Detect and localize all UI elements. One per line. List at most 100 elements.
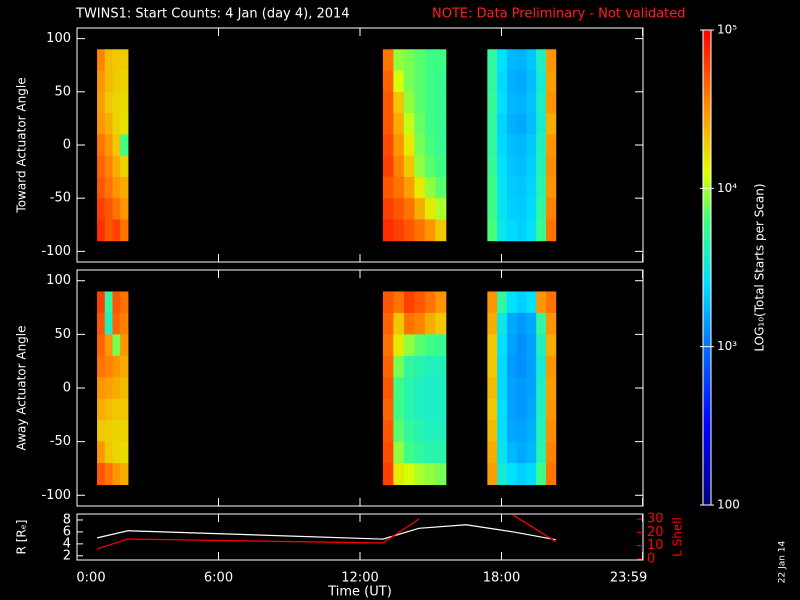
heatmap-cell (497, 463, 508, 486)
heatmap-cell (545, 355, 557, 378)
heatmap-cell (403, 134, 415, 157)
heatmap-cell (97, 420, 106, 443)
heatmap-cell (516, 134, 527, 157)
heatmap-cell (536, 355, 547, 378)
heatmap-cell (487, 334, 498, 357)
heatmap-cell (435, 70, 447, 93)
y-tick-label: 2 (63, 548, 71, 563)
heatmap-cell (97, 463, 106, 486)
heatmap-cell (536, 398, 547, 421)
heatmap-cell (526, 134, 537, 157)
heatmap-cell (97, 134, 106, 157)
heatmap-cell (435, 420, 447, 443)
heatmap-cell (414, 334, 426, 357)
heatmap-cell (97, 291, 106, 314)
heatmap-cell (536, 377, 547, 400)
heatmap-cell (403, 398, 415, 421)
heatmap-cell (424, 377, 436, 400)
heatmap-cell (506, 334, 518, 357)
heatmap-cell (506, 155, 518, 178)
heatmap-cell (393, 155, 405, 178)
heatmap-cell (97, 334, 106, 357)
heatmap-cell (545, 398, 557, 421)
heatmap-cell (112, 219, 121, 242)
heatmap-cell (120, 334, 129, 357)
heatmap-cell (435, 377, 447, 400)
heatmap-cell (97, 312, 106, 335)
heatmap-cell (414, 312, 426, 335)
heatmap-cell (526, 420, 537, 443)
heatmap-cell (414, 398, 426, 421)
heatmap-cell (112, 198, 121, 220)
heatmap-cell (97, 155, 106, 178)
heatmap-cell (545, 155, 557, 178)
heatmap-cell (382, 355, 394, 378)
heatmap-cell (487, 377, 498, 400)
heatmap-cell (526, 219, 537, 242)
heatmap-cell (497, 312, 508, 335)
heatmap-cell (120, 312, 129, 335)
heatmap-cell (403, 355, 415, 378)
y-tick-label: 0 (63, 381, 71, 396)
x-tick-label: 6:00 (204, 571, 233, 586)
heatmap-cell (104, 398, 113, 421)
heatmap-cell (435, 198, 447, 220)
heatmap-cell (545, 134, 557, 157)
heatmap-cell (424, 420, 436, 443)
heatmap-cell (382, 176, 394, 199)
heatmap-cell (104, 312, 113, 335)
heatmap-cell (487, 291, 498, 314)
heatmap-cell (435, 398, 447, 421)
heatmap-cell (382, 91, 394, 114)
heatmap-cell (536, 219, 547, 242)
heatmap-cell (536, 134, 547, 157)
heatmap-cell (403, 463, 415, 486)
heatmap-cell (516, 70, 527, 93)
heatmap-cell (536, 176, 547, 199)
y-tick-label: 4 (63, 536, 71, 551)
heatmap-cell (97, 198, 106, 220)
heatmap-cell (424, 134, 436, 157)
heatmap-cell (516, 291, 527, 314)
heatmap-cell (435, 155, 447, 178)
heatmap-cell (526, 355, 537, 378)
heatmap-cell (112, 113, 121, 135)
heatmap-cell (393, 420, 405, 443)
heatmap-cell (526, 291, 537, 314)
heatmap-cell (403, 49, 415, 72)
heatmap-cell (435, 463, 447, 486)
series-line (96, 524, 556, 541)
heatmap-cell (506, 198, 518, 220)
heatmap-cell (487, 463, 498, 486)
heatmap-cell (487, 355, 498, 378)
heatmap-cell (424, 441, 436, 464)
heatmap-cell (382, 334, 394, 357)
y2-tick-label: 20 (647, 525, 664, 540)
series-line (96, 514, 557, 550)
heatmap-cell (506, 291, 518, 314)
y2-tick-label: 0 (647, 551, 655, 566)
heatmap-cell (424, 49, 436, 72)
heatmap-cell (120, 134, 129, 157)
heatmap-cell (424, 355, 436, 378)
colorbar-label: LOG₁₀(Total Starts per Scan) (753, 183, 767, 351)
heatmap-cell (393, 176, 405, 199)
heatmap-cell (435, 441, 447, 464)
heatmap-cell (424, 70, 436, 93)
heatmap-cell (545, 312, 557, 335)
heatmap-cell (112, 70, 121, 93)
heatmap-cell (120, 355, 129, 378)
heatmap-cell (120, 219, 129, 242)
heatmap-cell (104, 441, 113, 464)
heatmap-cell (545, 291, 557, 314)
heatmap-cell (104, 70, 113, 93)
heatmap-cell (536, 420, 547, 443)
heatmap-cell (393, 219, 405, 242)
heatmap-cell (382, 219, 394, 242)
heatmap-cell (104, 219, 113, 242)
heatmap-cell (435, 334, 447, 357)
heatmap-cell (403, 155, 415, 178)
heatmap-cell (393, 377, 405, 400)
heatmap-cell (112, 312, 121, 335)
heatmap-cell (487, 176, 498, 199)
